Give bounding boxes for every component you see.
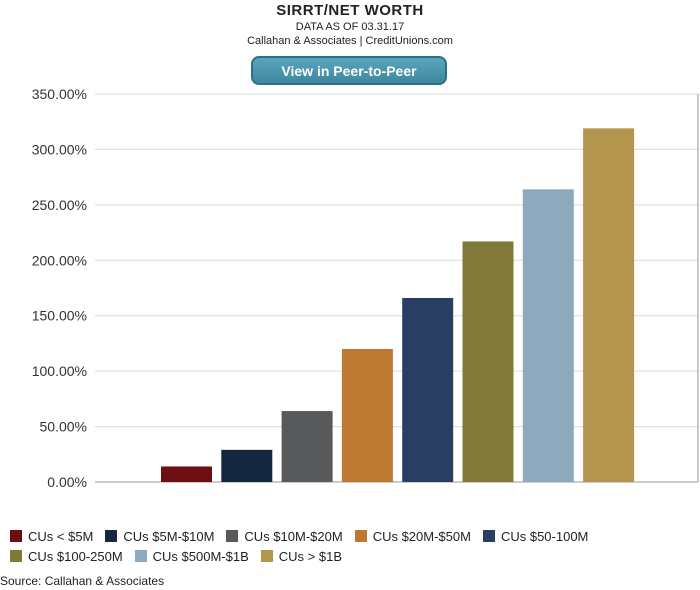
bar-6: [462, 241, 514, 482]
legend-item[interactable]: CUs $20M-$50M: [354, 528, 471, 544]
source-footer: Source: Callahan & Associates: [0, 574, 165, 588]
legend-item[interactable]: CUs $500M-$1B: [134, 548, 249, 564]
legend-swatch: [354, 530, 367, 542]
legend-item[interactable]: CUs > $1B: [260, 548, 342, 564]
legend-label: CUs $500M-$1B: [152, 548, 249, 564]
legend-swatch: [134, 550, 147, 562]
legend-swatch: [10, 530, 22, 542]
legend-item[interactable]: CUs $5M-$10M: [105, 529, 214, 544]
chart-title: SIRRT/NET WORTH: [276, 2, 424, 19]
legend-label: CUs > $1B: [278, 548, 342, 564]
legend-swatch: [105, 530, 118, 542]
legend-label: CUs < $5M: [28, 528, 94, 544]
view-in-peer-to-peer-button[interactable]: View in Peer-to-Peer: [251, 56, 447, 85]
y-tick-label: 350.00%: [32, 86, 87, 102]
bar-2: [221, 449, 273, 482]
legend-swatch: [10, 550, 22, 562]
y-tick-label: 250.00%: [32, 197, 87, 213]
y-tick-label: 300.00%: [32, 141, 87, 157]
chart-header: SIRRT/NET WORTH DATA AS OF 03.31.17 Call…: [0, 0, 700, 47]
legend-item[interactable]: CUs $100-250M: [10, 549, 123, 564]
legend-item[interactable]: CUs $50-100M: [482, 528, 589, 544]
legend-row: CUs $100-250M CUs $500M-$1B CUs > $1B: [10, 546, 700, 566]
legend-swatch: [482, 530, 495, 542]
legend-item[interactable]: CUs < $5M: [10, 529, 93, 544]
bar-3: [281, 411, 333, 482]
legend-item[interactable]: CUs $10M-$20M: [226, 528, 343, 544]
bar-1: [161, 466, 212, 482]
bar-8: [583, 128, 635, 482]
data-date: DATA AS OF 03.31.17: [295, 21, 405, 33]
bar-5: [402, 297, 454, 482]
legend-row: CUs < $5M CUs $5M-$10M CUs $10M-$20M CUs $2…: [10, 526, 700, 546]
y-tick-label: 100.00%: [32, 363, 87, 379]
y-tick-label: 0.00%: [47, 474, 87, 490]
bar-7: [522, 189, 574, 482]
legend-label: CUs $100-250M: [28, 548, 123, 564]
y-tick-label: 150.00%: [32, 308, 87, 324]
legend-swatch: [226, 530, 239, 542]
chart-legend: CUs < $5M CUs $5M-$10M CUs $10M-$20M CUs $2…: [10, 526, 700, 566]
legend-swatch: [260, 550, 273, 562]
legend-label: CUs $5M-$10M: [123, 528, 215, 544]
y-tick-label: 200.00%: [32, 252, 87, 268]
y-tick-label: 50.00%: [40, 419, 87, 435]
attribution: Callahan & Associates | CreditUnions.com: [247, 35, 453, 47]
legend-label: CUs $20M-$50M: [372, 528, 471, 544]
legend-label: CUs $50-100M: [500, 528, 589, 544]
bar-chart: 0.00% 50.00% 100.00% 150.00% 200.00% 250.00% 3…: [32, 86, 699, 490]
bar-4: [341, 348, 393, 482]
legend-label: CUs $10M-$20M: [244, 528, 343, 544]
